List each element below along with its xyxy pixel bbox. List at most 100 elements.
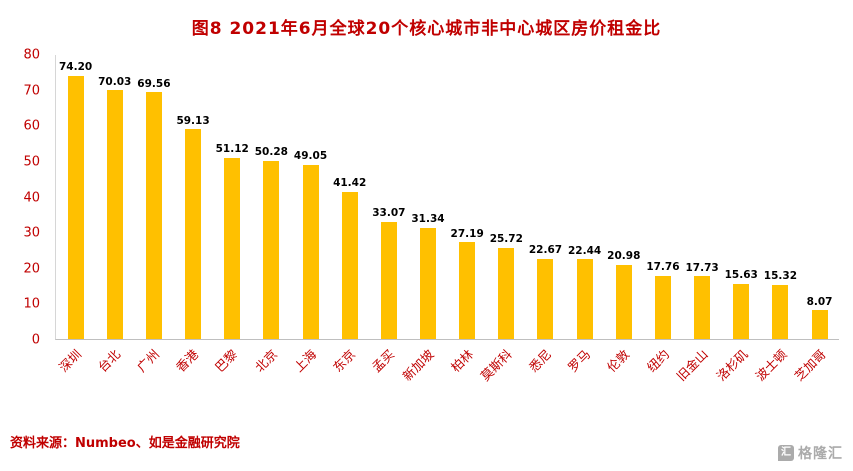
x-tick: 深圳 xyxy=(55,342,94,404)
bar-value-label: 15.63 xyxy=(724,268,758,281)
bar xyxy=(419,227,436,339)
bar xyxy=(694,276,711,339)
bar-value-label: 33.07 xyxy=(372,207,406,220)
bar-group: 69.56 xyxy=(134,55,173,339)
x-tick-label: 柏林 xyxy=(447,346,476,375)
x-tick: 伦敦 xyxy=(604,342,643,404)
y-tick-label: 10 xyxy=(23,296,40,312)
bar xyxy=(185,129,202,339)
x-tick: 台北 xyxy=(94,342,133,404)
bar-group: 33.07 xyxy=(369,55,408,339)
bar xyxy=(263,160,280,339)
bar xyxy=(145,92,162,339)
y-tick-label: 50 xyxy=(23,154,40,170)
bar-value-label: 41.42 xyxy=(333,177,367,190)
bar-group: 15.32 xyxy=(761,55,800,339)
x-tick: 广州 xyxy=(133,342,172,404)
y-axis: 0 10 20 30 40 50 60 70 80 xyxy=(0,49,48,347)
x-tick-label: 纽约 xyxy=(643,346,672,375)
x-tick-label: 孟买 xyxy=(369,346,398,375)
bar-value-label: 25.72 xyxy=(489,233,523,246)
bar-value-label: 31.34 xyxy=(411,213,445,226)
bar xyxy=(733,283,750,339)
x-tick: 莫斯科 xyxy=(478,342,525,404)
x-tick-label: 台北 xyxy=(94,346,124,375)
x-tick-label: 深圳 xyxy=(55,346,84,375)
bar-group: 17.73 xyxy=(683,55,722,339)
bar-value-label: 59.13 xyxy=(176,114,210,127)
bar-value-label: 17.73 xyxy=(685,261,719,274)
bar-group: 22.67 xyxy=(526,55,565,339)
bar-value-label: 51.12 xyxy=(215,142,249,155)
plot-area: 74.20 70.03 69.56 59.13 51.12 50.28 49.05 41.42… xyxy=(55,55,839,340)
bar-value-label: 22.44 xyxy=(568,244,602,257)
bar-group: 74.20 xyxy=(56,55,95,339)
bar xyxy=(615,264,632,339)
y-tick-label: 40 xyxy=(23,190,40,205)
bar xyxy=(654,275,671,339)
bar-group: 20.98 xyxy=(604,55,643,339)
y-tick-label: 60 xyxy=(23,118,40,134)
x-tick-label: 上海 xyxy=(290,346,320,375)
bar-group: 27.19 xyxy=(448,55,487,339)
bar-value-label: 74.20 xyxy=(58,61,93,74)
bar-group: 31.34 xyxy=(408,55,447,339)
x-tick: 香港 xyxy=(173,342,212,404)
x-tick-label: 伦敦 xyxy=(604,346,633,375)
x-tick: 巴黎 xyxy=(212,342,251,404)
source-note: 资料来源：Numbeo、如是金融研究院 xyxy=(10,436,240,451)
bar-group: 22.44 xyxy=(565,55,604,339)
bar-group: 25.72 xyxy=(487,55,526,339)
bar xyxy=(459,242,476,339)
bar-value-label: 20.98 xyxy=(607,249,641,262)
x-tick-label: 广州 xyxy=(133,346,163,375)
x-tick: 东京 xyxy=(329,342,368,404)
x-tick: 芝加哥 xyxy=(792,342,839,404)
x-tick-label: 罗马 xyxy=(565,346,594,375)
bar xyxy=(772,284,789,339)
bars: 74.20 70.03 69.56 59.13 51.12 50.28 49.05 41.42… xyxy=(56,55,839,339)
y-tick-label: 70 xyxy=(23,83,40,99)
bar-group: 59.13 xyxy=(173,55,212,339)
x-tick-label: 北京 xyxy=(251,346,280,375)
x-tick-label: 东京 xyxy=(329,346,359,375)
bar-value-label: 49.05 xyxy=(293,150,328,163)
bar-value-label: 27.19 xyxy=(450,227,484,240)
y-tick-label: 30 xyxy=(23,225,40,241)
x-tick: 悉尼 xyxy=(525,342,564,404)
bar-value-label: 17.76 xyxy=(646,261,680,274)
x-tick: 新加坡 xyxy=(399,342,447,404)
bar xyxy=(811,310,828,339)
bar xyxy=(302,164,319,339)
bar-group: 70.03 xyxy=(95,55,134,339)
x-tick: 罗马 xyxy=(565,342,604,404)
bar-group: 50.28 xyxy=(252,55,291,339)
bar-group: 51.12 xyxy=(213,55,252,339)
bar-value-label: 15.32 xyxy=(763,270,797,283)
x-tick: 北京 xyxy=(251,342,290,404)
bar-value-label: 22.67 xyxy=(528,243,563,256)
bar xyxy=(576,259,593,339)
bar-value-label: 70.03 xyxy=(98,75,132,88)
chart-title: 图8 2021年6月全球20个核心城市非中心城区房价租金比 xyxy=(191,19,662,39)
bar xyxy=(224,157,241,339)
bar-value-label: 8.07 xyxy=(806,295,833,308)
x-tick-label: 香港 xyxy=(173,346,202,375)
gelonghui-logo-text: 格隆汇 xyxy=(798,446,843,462)
bar xyxy=(67,75,84,339)
bar xyxy=(380,221,397,339)
y-tick-label: 80 xyxy=(23,47,40,63)
bar-value-label: 50.28 xyxy=(254,145,288,158)
bar-value-label: 69.56 xyxy=(137,77,171,90)
bar-group: 49.05 xyxy=(291,55,330,339)
x-tick-label: 巴黎 xyxy=(212,346,241,375)
bar xyxy=(537,258,554,339)
x-tick: 上海 xyxy=(290,342,329,404)
y-tick-label: 0 xyxy=(31,332,40,348)
gelonghui-logo-icon: 汇 xyxy=(778,445,794,461)
x-tick-label: 悉尼 xyxy=(525,346,555,375)
bar-group: 8.07 xyxy=(800,55,839,339)
y-tick-label: 20 xyxy=(23,261,40,277)
bar-group: 41.42 xyxy=(330,55,369,339)
